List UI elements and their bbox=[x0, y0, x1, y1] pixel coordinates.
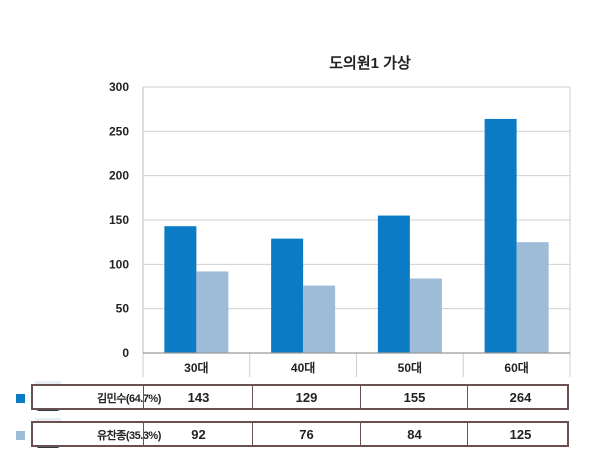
table-cell: 84 bbox=[407, 427, 422, 442]
table-divider bbox=[360, 386, 361, 408]
table-divider bbox=[143, 423, 144, 445]
table-cell: 76 bbox=[299, 427, 314, 442]
table-divider bbox=[143, 386, 144, 408]
x-category-label: 30대 bbox=[184, 361, 208, 375]
y-tick-label: 200 bbox=[109, 169, 129, 183]
table-divider bbox=[252, 423, 253, 445]
table-row: 김민수(64.7%) 143 129 155 264 bbox=[31, 384, 569, 410]
y-tick-label: 250 bbox=[109, 124, 129, 138]
table-cell: 155 bbox=[403, 390, 426, 405]
bar-series-2 bbox=[196, 271, 229, 353]
x-category-label: 40대 bbox=[291, 361, 315, 375]
bar-series-1 bbox=[377, 215, 410, 353]
table-row: 유찬종(35.3%) 92 76 84 125 bbox=[31, 421, 569, 447]
bar-series-1 bbox=[484, 118, 517, 353]
table-cell: 129 bbox=[295, 390, 318, 405]
bar-series-2 bbox=[516, 242, 549, 353]
table-cell: 125 bbox=[509, 427, 532, 442]
table-cell: 92 bbox=[191, 427, 206, 442]
y-tick-label: 50 bbox=[116, 302, 130, 316]
row-label: 김민수(64.7%) bbox=[97, 393, 161, 405]
table-divider bbox=[467, 386, 468, 408]
x-category-label: 50대 bbox=[398, 361, 422, 375]
bar-series-1 bbox=[271, 238, 304, 353]
y-tick-label: 100 bbox=[109, 257, 129, 271]
table-divider bbox=[252, 386, 253, 408]
chart-title: 도의원1 가상 bbox=[329, 55, 411, 72]
legend-swatch-series-2 bbox=[16, 431, 25, 440]
bar-series-2 bbox=[409, 278, 442, 353]
y-tick-label: 0 bbox=[122, 346, 129, 360]
table-cell: 143 bbox=[187, 390, 210, 405]
bar-series-2 bbox=[303, 285, 336, 353]
y-tick-label: 300 bbox=[109, 80, 129, 94]
x-category-label: 60대 bbox=[504, 361, 528, 375]
table-divider bbox=[467, 423, 468, 445]
row-label: 유찬종(35.3%) bbox=[97, 430, 161, 442]
table-divider bbox=[360, 423, 361, 445]
table-cell: 264 bbox=[509, 390, 532, 405]
bar-series-1 bbox=[164, 226, 197, 353]
legend-swatch-series-1 bbox=[16, 394, 25, 403]
y-tick-label: 150 bbox=[109, 213, 129, 227]
